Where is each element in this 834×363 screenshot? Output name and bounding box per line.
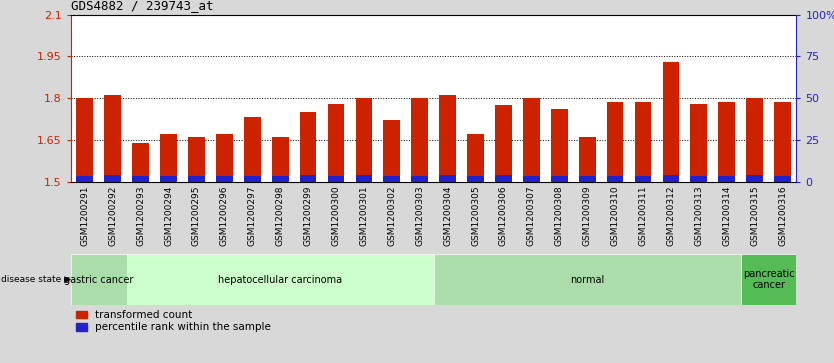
Bar	[746, 175, 763, 182]
Text: GSM1200299: GSM1200299	[304, 185, 313, 246]
Bar	[774, 176, 791, 182]
Text: normal: normal	[570, 274, 605, 285]
Text: GSM1200304: GSM1200304	[443, 185, 452, 246]
Bar	[384, 120, 400, 182]
Bar	[440, 95, 456, 182]
Bar	[127, 254, 434, 305]
Bar	[495, 105, 512, 182]
Text: gastric cancer: gastric cancer	[64, 274, 133, 285]
Text: GSM1200308: GSM1200308	[555, 185, 564, 246]
Text: GSM1200306: GSM1200306	[499, 185, 508, 246]
Text: GSM1200314: GSM1200314	[722, 185, 731, 246]
Bar	[411, 98, 428, 182]
Bar	[188, 137, 205, 182]
Text: GSM1200305: GSM1200305	[471, 185, 480, 246]
Bar	[272, 137, 289, 182]
Bar	[104, 175, 121, 182]
Bar	[635, 102, 651, 182]
Bar	[71, 254, 127, 305]
Bar	[495, 175, 512, 182]
Bar	[635, 176, 651, 182]
Bar	[774, 102, 791, 182]
Bar	[133, 143, 149, 182]
Bar	[216, 134, 233, 182]
Bar	[244, 118, 261, 182]
Bar	[579, 176, 595, 182]
Bar	[299, 112, 316, 182]
Bar	[467, 176, 484, 182]
Text: GSM1200291: GSM1200291	[80, 185, 89, 246]
Bar	[299, 175, 316, 182]
Bar	[440, 175, 456, 182]
Text: GSM1200302: GSM1200302	[387, 185, 396, 246]
Text: GSM1200295: GSM1200295	[192, 185, 201, 246]
Text: GSM1200297: GSM1200297	[248, 185, 257, 246]
Text: GSM1200311: GSM1200311	[639, 185, 647, 246]
Bar	[133, 176, 149, 182]
Text: pancreatic
cancer: pancreatic cancer	[743, 269, 794, 290]
Bar	[467, 134, 484, 182]
Bar	[741, 254, 796, 305]
Bar	[104, 95, 121, 182]
Bar	[434, 254, 741, 305]
Bar	[691, 176, 707, 182]
Bar	[272, 176, 289, 182]
Bar	[328, 103, 344, 182]
Text: GDS4882 / 239743_at: GDS4882 / 239743_at	[71, 0, 214, 12]
Bar	[77, 98, 93, 182]
Bar	[523, 98, 540, 182]
Bar	[523, 176, 540, 182]
Text: GSM1200303: GSM1200303	[415, 185, 425, 246]
Bar	[160, 176, 177, 182]
Text: GSM1200312: GSM1200312	[666, 185, 676, 246]
Bar	[746, 98, 763, 182]
Text: GSM1200315: GSM1200315	[750, 185, 759, 246]
Bar	[551, 176, 568, 182]
Text: GSM1200292: GSM1200292	[108, 185, 118, 245]
Text: GSM1200294: GSM1200294	[164, 185, 173, 245]
Bar	[160, 134, 177, 182]
Bar	[328, 176, 344, 182]
Bar	[411, 176, 428, 182]
Text: disease state ▶: disease state ▶	[1, 275, 71, 284]
Bar	[662, 175, 679, 182]
Text: GSM1200309: GSM1200309	[583, 185, 591, 246]
Bar	[188, 176, 205, 182]
Text: hepatocellular carcinoma: hepatocellular carcinoma	[219, 274, 342, 285]
Bar	[606, 176, 624, 182]
Bar	[551, 109, 568, 182]
Bar	[606, 102, 624, 182]
Bar	[355, 175, 372, 182]
Bar	[662, 62, 679, 182]
Bar	[355, 98, 372, 182]
Text: GSM1200300: GSM1200300	[331, 185, 340, 246]
Text: GSM1200316: GSM1200316	[778, 185, 787, 246]
Text: GSM1200307: GSM1200307	[527, 185, 536, 246]
Bar	[384, 176, 400, 182]
Bar	[216, 176, 233, 182]
Legend: transformed count, percentile rank within the sample: transformed count, percentile rank withi…	[76, 310, 271, 332]
Bar	[579, 137, 595, 182]
Text: GSM1200298: GSM1200298	[276, 185, 284, 246]
Text: GSM1200313: GSM1200313	[694, 185, 703, 246]
Text: GSM1200301: GSM1200301	[359, 185, 369, 246]
Text: GSM1200293: GSM1200293	[136, 185, 145, 246]
Text: GSM1200296: GSM1200296	[220, 185, 229, 246]
Bar	[691, 103, 707, 182]
Bar	[718, 176, 735, 182]
Bar	[718, 102, 735, 182]
Bar	[244, 176, 261, 182]
Text: GSM1200310: GSM1200310	[610, 185, 620, 246]
Bar	[77, 176, 93, 182]
